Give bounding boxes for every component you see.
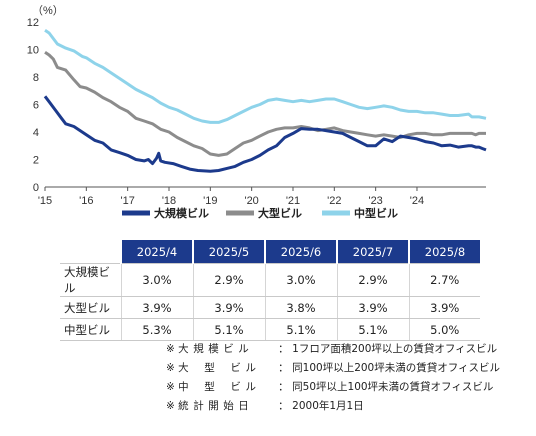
- table-cell: 3.9%: [336, 296, 409, 319]
- legend-label: 大規模ビル: [154, 206, 209, 220]
- note-mark: ※: [166, 343, 175, 355]
- note-mark: ※: [166, 381, 175, 393]
- y-axis-ticks: 0 2 4 6 8 10 12: [27, 17, 39, 194]
- table-cell: 3.9%: [120, 296, 193, 319]
- x-tick-label: '23: [368, 195, 382, 207]
- vacancy-table: 2025/4 2025/5 2025/6 2025/7 2025/8 大規模ビル…: [60, 240, 480, 341]
- y-tick-label: 2: [33, 155, 39, 167]
- y-tick-label: 12: [27, 17, 39, 29]
- table-cell: 2.9%: [192, 263, 265, 297]
- table-header-row: 2025/4 2025/5 2025/6 2025/7 2025/8: [60, 240, 480, 264]
- y-axis-unit-label: （%）: [32, 4, 64, 17]
- note-separator: ：: [278, 343, 289, 355]
- x-tick-label: '20: [244, 195, 258, 207]
- y-tick-label: 4: [33, 127, 39, 139]
- table-cell: 3.9%: [408, 296, 480, 319]
- note-text: 2000年1月1日: [292, 400, 364, 412]
- table-cell: 2.7%: [408, 263, 480, 297]
- footnote-line: ※ 大 型 ビ ル ：同100坪以上200坪未満の賃貸オフィスビル: [166, 359, 500, 378]
- legend-label: 大型ビル: [258, 206, 302, 220]
- table-column-header: 2025/4: [120, 240, 193, 264]
- x-tick-label: '15: [38, 195, 52, 207]
- note-mark: ※: [166, 362, 175, 374]
- x-tick-label: '21: [286, 195, 300, 207]
- note-mark: ※: [166, 400, 175, 412]
- table-cell: 5.1%: [192, 318, 265, 341]
- y-tick-label: 0: [33, 182, 39, 194]
- note-text: 同50坪以上100坪未満の賃貸オフィスビル: [292, 381, 494, 393]
- table-cell: 5.0%: [408, 318, 480, 341]
- table-row: 中型ビル 5.3% 5.1% 5.1% 5.1% 5.0%: [60, 318, 480, 341]
- footnotes: ※ 大 規 模 ビ ル： 1フロア面積200坪以上の賃貸オフィスビル ※ 大 型 …: [166, 340, 500, 416]
- y-tick-label: 6: [33, 100, 39, 112]
- series-line-0: [43, 95, 487, 173]
- table-corner: [60, 240, 121, 264]
- table-cell: 3.0%: [120, 263, 193, 297]
- row-label: 中型ビル: [60, 318, 121, 341]
- chart-legend: 大規模ビル 大型ビル 中型ビル: [122, 206, 398, 220]
- note-label: 中 型 ビ ル: [178, 381, 257, 393]
- x-tick-label: '19: [203, 195, 217, 207]
- note-separator: ：: [278, 381, 289, 393]
- table-cell: 5.3%: [120, 318, 193, 341]
- table-column-header: 2025/5: [192, 240, 265, 264]
- note-text: 1フロア面積200坪以上の賃貸オフィスビル: [292, 343, 498, 355]
- row-label: 大型ビル: [60, 296, 121, 319]
- table-column-header: 2025/8: [408, 240, 480, 264]
- x-tick-label: '18: [162, 195, 176, 207]
- footnote-line: ※ 中 型 ビ ル ：同50坪以上100坪未満の賃貸オフィスビル: [166, 378, 500, 397]
- footnote-line: ※ 大 規 模 ビ ル ： 1フロア面積200坪以上の賃貸オフィスビル: [166, 340, 500, 359]
- x-tick-label: '22: [327, 195, 341, 207]
- note-label: 大 規 模 ビ ル: [178, 343, 250, 355]
- x-tick-label: '16: [79, 195, 93, 207]
- table-cell: 5.1%: [264, 318, 337, 341]
- y-tick-label: 8: [33, 72, 39, 84]
- x-tick-label: '17: [120, 195, 134, 207]
- x-axis-ticks: '15 '16 '17 '18 '19 '20 '21 '22 '23 '24: [38, 187, 424, 207]
- series-line-2: [44, 29, 487, 124]
- vacancy-rate-line-chart: 0 2 4 6 8 10 12 '15 '16 '17 '18 '19 '20 '21 '22 '23 '24…: [27, 4, 487, 220]
- note-text: 同100坪以上200坪未満の賃貸オフィスビル: [292, 362, 501, 374]
- table-cell: 3.8%: [264, 296, 337, 319]
- note-separator: ：: [278, 400, 289, 412]
- table-cell: 2.9%: [336, 263, 409, 297]
- table-cell: 5.1%: [336, 318, 409, 341]
- series-line-1: [44, 50, 486, 157]
- table-row: 大規模ビル 3.0% 2.9% 3.0% 2.9% 2.7%: [60, 263, 480, 297]
- note-separator: ：: [278, 362, 289, 374]
- table-column-header: 2025/6: [264, 240, 337, 264]
- note-label: 大 型 ビ ル: [178, 362, 257, 374]
- legend-label: 中型ビル: [354, 206, 398, 220]
- row-label: 大規模ビル: [60, 263, 121, 297]
- series-lines: [43, 29, 487, 173]
- y-tick-label: 10: [27, 45, 39, 57]
- note-label: 統 計 開 始 日: [178, 400, 250, 412]
- table-column-header: 2025/7: [336, 240, 409, 264]
- table-cell: 3.9%: [192, 296, 265, 319]
- table-row: 大型ビル 3.9% 3.9% 3.8% 3.9% 3.9%: [60, 296, 480, 319]
- x-tick-label: '24: [410, 195, 424, 207]
- footnote-line: ※ 統 計 開 始 日 ： 2000年1月1日: [166, 397, 500, 416]
- table-cell: 3.0%: [264, 263, 337, 297]
